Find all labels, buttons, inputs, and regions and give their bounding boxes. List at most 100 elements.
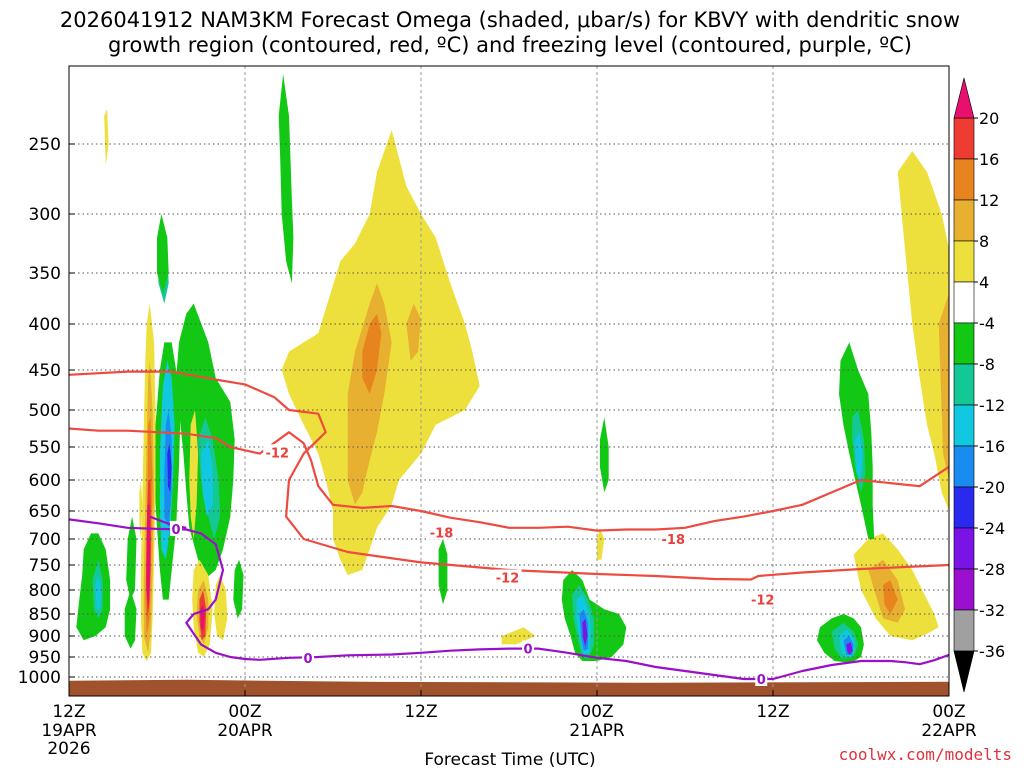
colorbar-box-4 — [953, 281, 975, 324]
colorbar-box-5 — [953, 322, 975, 365]
x-tick-label-24-0: 12Z — [404, 702, 437, 722]
omega-region-20 — [95, 575, 102, 610]
colorbar-box-3 — [953, 240, 975, 283]
colorbar-label--16: -16 — [979, 437, 1005, 456]
omega-region-21 — [126, 516, 137, 600]
y-tick-label-900: 900 — [29, 627, 61, 647]
omega-region-5 — [897, 151, 949, 511]
y-tick-label-250: 250 — [29, 135, 61, 155]
colorbar-label--24: -24 — [979, 519, 1005, 538]
x-tick-label-60-1: 22APR — [921, 721, 977, 741]
contour-label-1: -18 — [430, 526, 454, 541]
omega-region-31 — [139, 480, 143, 539]
contour-1 — [68, 427, 950, 532]
colorbar: 20 16 12 8 4 -4 -8 -12 -16 -20 -24 -28 -32 -36 — [953, 77, 1005, 693]
y-tick-label-800: 800 — [29, 581, 61, 601]
y-tick-label-450: 450 — [29, 361, 61, 381]
colorbar-box-6 — [953, 363, 975, 406]
omega-region-11 — [501, 627, 536, 645]
x-tick-label-48-0: 12Z — [756, 702, 789, 722]
omega-region-4 — [406, 303, 421, 361]
x-tick-label-12-0: 00Z — [228, 702, 261, 722]
contour-label-bg-6 — [302, 649, 315, 665]
y-tick-label-500: 500 — [29, 401, 61, 421]
omega-region-40 — [438, 539, 448, 605]
omega-region-9 — [883, 580, 898, 614]
terrain-ground — [69, 679, 949, 696]
y-tick-label-400: 400 — [29, 315, 61, 335]
x-tick-label-0-1: 19APR — [41, 721, 97, 741]
colorbar-label-4: 4 — [979, 273, 989, 292]
colorbar-box-12 — [953, 609, 975, 652]
colorbar-label--32: -32 — [979, 601, 1005, 620]
omega-region-55 — [846, 642, 853, 655]
colorbar-box-0 — [953, 117, 975, 160]
colorbar-label--4: -4 — [979, 314, 995, 333]
contour-label-bg-8 — [755, 671, 768, 686]
omega-region-10 — [597, 527, 605, 560]
colorbar-under-arrow — [953, 650, 975, 693]
contour-2 — [68, 518, 950, 681]
colorbar-box-8 — [953, 445, 975, 488]
contour-labels: -12 -18 -18 -12 -12 0 0 0 0 — [170, 444, 777, 688]
x-axis-label: Forecast Time (UTC) — [424, 750, 595, 768]
grid-lines — [69, 66, 949, 696]
y-axis-ticks: 2503003504004505005506006507007508008509… — [18, 135, 75, 688]
colorbar-label--8: -8 — [979, 355, 995, 374]
omega-region-38 — [233, 559, 244, 619]
omega-region-30 — [146, 504, 151, 610]
colorbar-label-16: 16 — [979, 150, 999, 169]
omega-region-41 — [599, 417, 609, 493]
colorbar-label--12: -12 — [979, 396, 1005, 415]
contour-label-8: 0 — [757, 673, 766, 688]
x-tick-label-36-1: 21APR — [569, 721, 625, 741]
colorbar-box-1 — [953, 158, 975, 201]
omega-region-50 — [855, 432, 863, 480]
plot-frame — [68, 65, 950, 697]
contour-label-5: 0 — [172, 523, 181, 538]
colorbar-box-11 — [953, 568, 975, 611]
y-tick-label-550: 550 — [29, 438, 61, 458]
terrain-fill — [69, 679, 949, 696]
y-tick-label-950: 950 — [29, 648, 61, 668]
contour-label-bg-0 — [263, 444, 292, 460]
contour-label-bg-4 — [748, 591, 777, 607]
omega-region-43 — [561, 570, 627, 661]
omega-region-12 — [278, 74, 294, 284]
omega-region-47 — [582, 618, 588, 647]
x-tick-label-0-0: 12Z — [52, 702, 85, 722]
y-tick-label-1000: 1000 — [18, 668, 61, 688]
colorbar-label-8: 8 — [979, 232, 989, 251]
omega-region-3 — [362, 313, 382, 394]
colorbar-box-2 — [953, 199, 975, 242]
y-tick-label-650: 650 — [29, 502, 61, 522]
contour-label-bg-5 — [170, 520, 183, 536]
title-line-1: 2026041912 NAM3KM Forecast Omega (shaded… — [60, 8, 960, 32]
contour-label-0: -12 — [266, 446, 290, 461]
colorbar-label--28: -28 — [979, 560, 1005, 579]
x-tick-label-12-1: 20APR — [217, 721, 273, 741]
omega-region-14 — [157, 214, 169, 294]
omega-region-0 — [104, 109, 109, 165]
colorbar-box-7 — [953, 404, 975, 447]
contour-lines — [68, 370, 950, 681]
y-tick-label-850: 850 — [29, 605, 61, 625]
contour-label-7: 0 — [524, 643, 533, 658]
contour-label-3: -12 — [496, 572, 520, 587]
y-tick-label-700: 700 — [29, 530, 61, 550]
contour-label-4: -12 — [751, 594, 775, 609]
contour-0 — [68, 370, 950, 581]
contour-label-bg-1 — [427, 524, 456, 540]
credit-text: coolwx.com/modelts — [839, 745, 1012, 764]
omega-region-33 — [214, 575, 228, 641]
y-tick-label-750: 750 — [29, 556, 61, 576]
contour-label-6: 0 — [304, 652, 313, 667]
x-tick-label-60-0: 00Z — [932, 702, 965, 722]
contour-label-2: -18 — [662, 533, 686, 548]
colorbar-box-9 — [953, 486, 975, 529]
y-tick-label-350: 350 — [29, 264, 61, 284]
omega-region-39 — [124, 590, 137, 649]
colorbar-box-10 — [953, 527, 975, 570]
